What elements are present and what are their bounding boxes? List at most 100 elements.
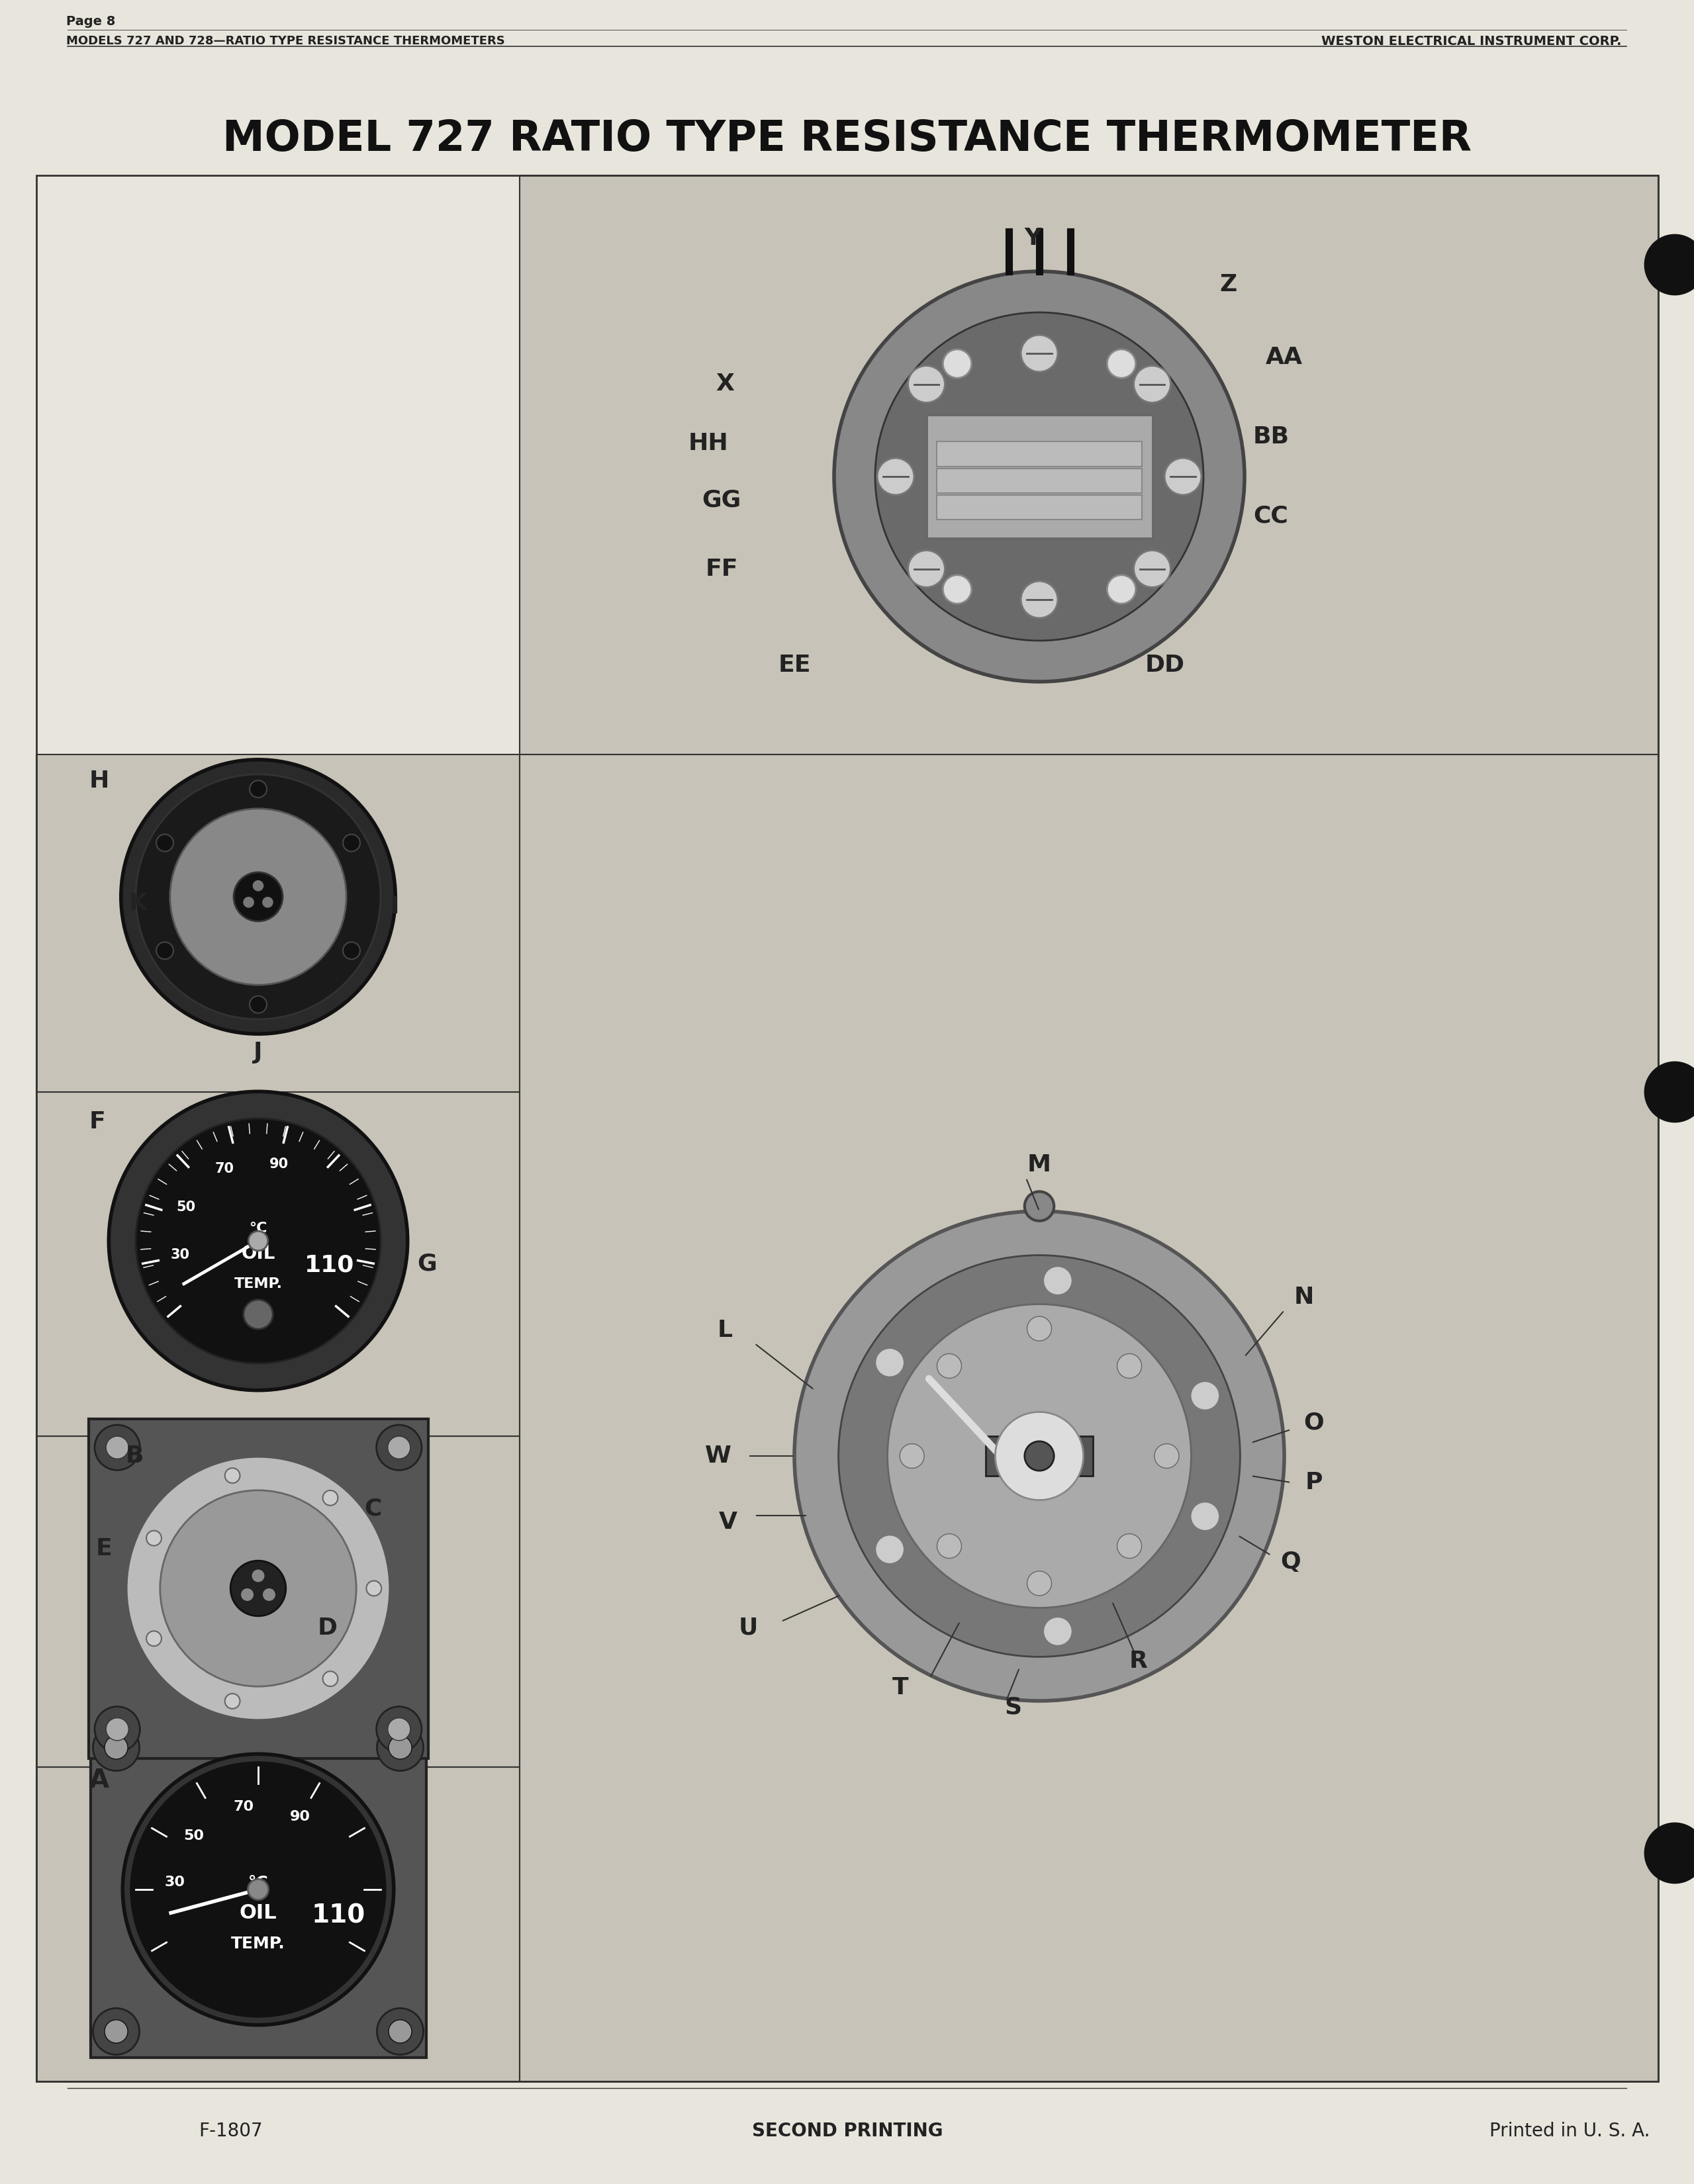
Circle shape bbox=[1044, 1267, 1072, 1295]
Circle shape bbox=[876, 1348, 905, 1378]
Circle shape bbox=[900, 1444, 925, 1468]
Text: 50: 50 bbox=[183, 1828, 205, 1841]
Circle shape bbox=[1154, 1444, 1179, 1468]
Bar bbox=[36, 1092, 520, 1437]
Circle shape bbox=[1106, 349, 1135, 378]
Circle shape bbox=[249, 996, 266, 1013]
Text: C: C bbox=[364, 1498, 381, 1520]
Circle shape bbox=[388, 2020, 412, 2042]
Circle shape bbox=[105, 2020, 127, 2042]
Text: DD: DD bbox=[1145, 653, 1184, 677]
Text: H: H bbox=[90, 769, 110, 793]
Circle shape bbox=[107, 1719, 129, 1741]
Text: MODEL 727 RATIO TYPE RESISTANCE THERMOMETER: MODEL 727 RATIO TYPE RESISTANCE THERMOME… bbox=[222, 118, 1472, 159]
Text: Q: Q bbox=[1281, 1551, 1301, 1572]
Text: 110: 110 bbox=[312, 1902, 366, 1928]
Circle shape bbox=[342, 834, 361, 852]
Circle shape bbox=[1164, 459, 1201, 496]
Text: F-1807: F-1807 bbox=[198, 2123, 263, 2140]
Circle shape bbox=[105, 1736, 127, 1758]
Circle shape bbox=[1645, 1824, 1694, 1883]
Text: N: N bbox=[1294, 1286, 1315, 1308]
Text: 70: 70 bbox=[215, 1162, 234, 1175]
Circle shape bbox=[876, 1535, 905, 1564]
Text: J: J bbox=[254, 1042, 263, 1064]
Circle shape bbox=[1645, 1061, 1694, 1123]
Circle shape bbox=[994, 1411, 1084, 1500]
Text: A: A bbox=[90, 1767, 110, 1793]
Circle shape bbox=[95, 1706, 141, 1752]
Text: Printed in U. S. A.: Printed in U. S. A. bbox=[1489, 2123, 1650, 2140]
Circle shape bbox=[159, 1489, 356, 1686]
Bar bbox=[520, 753, 1658, 2081]
Text: M: M bbox=[1027, 1153, 1052, 1175]
Circle shape bbox=[241, 1588, 254, 1601]
Circle shape bbox=[108, 1092, 408, 1391]
Text: MODELS 727 AND 728—RATIO TYPE RESISTANCE THERMOMETERS: MODELS 727 AND 728—RATIO TYPE RESISTANCE… bbox=[66, 35, 505, 48]
Text: Y: Y bbox=[1025, 227, 1042, 249]
Circle shape bbox=[366, 1581, 381, 1597]
Circle shape bbox=[888, 1304, 1191, 1607]
Circle shape bbox=[1191, 1380, 1220, 1411]
Text: T: T bbox=[893, 1677, 908, 1699]
Text: U: U bbox=[739, 1616, 757, 1640]
Circle shape bbox=[136, 1118, 381, 1363]
Circle shape bbox=[1133, 550, 1171, 587]
Circle shape bbox=[1021, 334, 1057, 371]
Circle shape bbox=[93, 2009, 139, 2055]
Circle shape bbox=[136, 775, 381, 1020]
Bar bbox=[36, 1437, 520, 1767]
Circle shape bbox=[146, 1531, 161, 1546]
Circle shape bbox=[263, 898, 273, 909]
Text: 90: 90 bbox=[290, 1811, 310, 1824]
Text: X: X bbox=[715, 373, 734, 395]
Circle shape bbox=[1116, 1533, 1142, 1557]
Text: B: B bbox=[125, 1446, 144, 1468]
Circle shape bbox=[249, 780, 266, 797]
Text: S: S bbox=[1005, 1697, 1021, 1719]
Circle shape bbox=[93, 1725, 139, 1771]
Text: OIL: OIL bbox=[239, 1902, 276, 1922]
Text: O: O bbox=[1304, 1411, 1325, 1435]
Bar bbox=[927, 415, 1152, 537]
Circle shape bbox=[876, 312, 1203, 640]
Circle shape bbox=[1021, 581, 1057, 618]
Circle shape bbox=[324, 1489, 337, 1505]
Text: R: R bbox=[1130, 1649, 1149, 1673]
Circle shape bbox=[1645, 236, 1694, 295]
Text: G: G bbox=[417, 1254, 437, 1275]
Text: TEMP.: TEMP. bbox=[234, 1278, 283, 1291]
Text: °C: °C bbox=[249, 1223, 268, 1236]
Text: 90: 90 bbox=[269, 1158, 288, 1171]
Circle shape bbox=[1025, 1441, 1054, 1470]
Text: GG: GG bbox=[701, 489, 742, 511]
Circle shape bbox=[388, 1736, 412, 1758]
Circle shape bbox=[342, 941, 361, 959]
Circle shape bbox=[249, 1232, 268, 1251]
Text: P: P bbox=[1306, 1472, 1323, 1494]
Circle shape bbox=[247, 1878, 268, 1900]
Text: TEMP.: TEMP. bbox=[230, 1935, 285, 1952]
Circle shape bbox=[169, 808, 346, 985]
Text: E: E bbox=[97, 1538, 112, 1559]
Bar bbox=[937, 441, 1142, 465]
Text: Page 8: Page 8 bbox=[66, 15, 115, 28]
Text: V: V bbox=[718, 1511, 737, 1533]
Text: HH: HH bbox=[688, 432, 728, 454]
Text: D: D bbox=[318, 1616, 337, 1640]
Bar bbox=[937, 467, 1142, 494]
Circle shape bbox=[234, 871, 283, 922]
Text: 30: 30 bbox=[169, 1247, 190, 1262]
Circle shape bbox=[230, 1562, 286, 1616]
Text: L: L bbox=[717, 1319, 732, 1341]
Text: OIL: OIL bbox=[241, 1245, 274, 1262]
Circle shape bbox=[1027, 1570, 1052, 1597]
Text: 50: 50 bbox=[176, 1201, 197, 1214]
Circle shape bbox=[156, 834, 173, 852]
Bar bbox=[36, 175, 1658, 2081]
Circle shape bbox=[388, 1719, 410, 1741]
Circle shape bbox=[937, 1533, 962, 1557]
Circle shape bbox=[122, 1754, 393, 2025]
Circle shape bbox=[944, 349, 972, 378]
Circle shape bbox=[376, 1424, 422, 1470]
